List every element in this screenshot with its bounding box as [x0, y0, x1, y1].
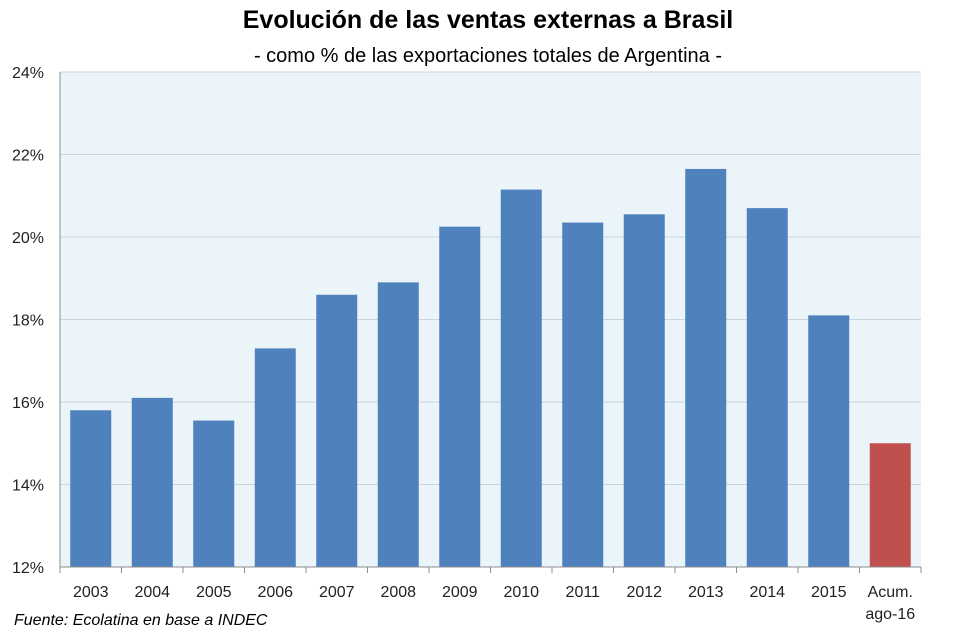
bar-2010	[500, 189, 542, 567]
source-note: Fuente: Ecolatina en base a INDEC	[14, 612, 268, 629]
x-tick-label: 2003	[73, 584, 109, 601]
x-tick-label: 2010	[503, 584, 539, 601]
bar-2014	[746, 208, 788, 567]
bar-2009	[439, 226, 481, 567]
x-tick-label: 2009	[442, 584, 478, 601]
x-tick-label: 2005	[196, 584, 232, 601]
x-tick-label: 2007	[319, 584, 355, 601]
y-tick-label: 20%	[12, 230, 44, 247]
x-tick-label: ago-16	[865, 606, 915, 623]
x-tick-label: 2006	[257, 584, 293, 601]
bar-2015	[808, 315, 850, 567]
y-tick-label: 24%	[12, 65, 44, 82]
y-tick-label: 12%	[12, 560, 44, 577]
x-tick-label: 2014	[749, 584, 785, 601]
bar-2013	[685, 168, 727, 567]
chart-subtitle: - como % de las exportaciones totales de…	[253, 45, 723, 67]
x-tick-label: 2012	[626, 584, 662, 601]
x-tick-label: 2013	[688, 584, 724, 601]
y-tick-label: 22%	[12, 148, 44, 165]
bar-2003	[70, 410, 112, 567]
y-tick-label: 18%	[12, 313, 44, 330]
bar-2008	[377, 282, 419, 567]
chart-title: Evolución de las ventas externas a Brasi…	[242, 6, 734, 34]
x-tick-label: 2011	[566, 584, 601, 601]
x-tick-label: Acum.	[868, 584, 913, 601]
y-tick-label: 16%	[12, 395, 44, 412]
bar-acum-ago-16	[869, 443, 911, 567]
bar-2006	[254, 348, 296, 567]
x-tick-label: 2004	[134, 584, 170, 601]
bar-2011	[562, 222, 604, 567]
y-tick-label: 14%	[12, 478, 44, 495]
bar-2004	[131, 397, 173, 567]
x-tick-label: 2008	[380, 584, 416, 601]
x-tick-label: 2015	[811, 584, 847, 601]
bar-2005	[193, 420, 235, 567]
bar-2012	[623, 214, 665, 567]
bar-2007	[316, 294, 358, 567]
